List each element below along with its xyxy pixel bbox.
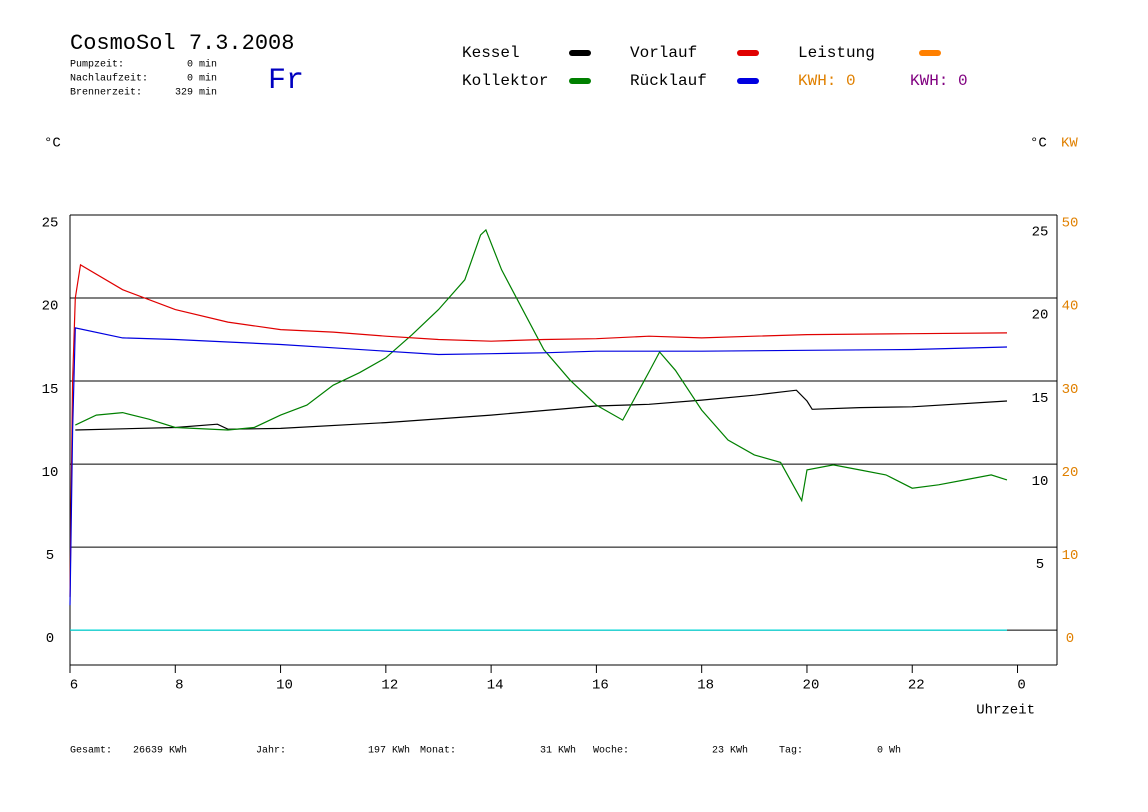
x-tick-label: 16 — [592, 678, 609, 694]
x-tick-label: 18 — [697, 678, 714, 694]
total-label: Woche: — [593, 745, 629, 757]
y3-tick-label: 40 — [1062, 299, 1079, 315]
y2-tick-label: 25 — [1032, 225, 1049, 241]
x-tick-label: 20 — [803, 678, 820, 694]
info-value: 0 min — [187, 73, 217, 85]
total-value: 23 KWh — [712, 745, 748, 757]
total-label: Jahr: — [256, 745, 286, 757]
y3-tick-label: 10 — [1062, 548, 1079, 564]
y2-tick-label: 5 — [1036, 557, 1044, 573]
info-value: 329 min — [175, 87, 217, 99]
info-label: Brennerzeit: — [70, 87, 142, 99]
legend-label: Rücklauf — [630, 72, 707, 90]
legend-label: Vorlauf — [630, 44, 697, 62]
total-value: 31 KWh — [540, 745, 576, 757]
total-label: Monat: — [420, 746, 456, 757]
y3-tick-label: 30 — [1062, 382, 1079, 398]
info-label: Pumpzeit: — [70, 59, 124, 71]
series-line — [69, 327, 1008, 606]
total-value: 0 Wh — [877, 745, 901, 757]
total-value: 197 KWh — [368, 745, 410, 757]
y-tick-label: 5 — [46, 548, 54, 564]
legend-label: Leistung — [798, 44, 875, 62]
kwh-label: KWH: 0 — [910, 72, 968, 90]
series-line — [69, 263, 1008, 597]
y3-tick-label: 50 — [1062, 216, 1079, 232]
info-value: 0 min — [187, 59, 217, 71]
y2-tick-label: 10 — [1032, 474, 1049, 490]
y2-axis-label: °C — [1030, 136, 1047, 152]
y-tick-label: 0 — [46, 631, 54, 647]
x-tick-label: 14 — [487, 678, 504, 694]
x-tick-label: 12 — [381, 678, 398, 694]
kwh-label: KWH: 0 — [798, 72, 856, 90]
x-tick-label: 10 — [276, 678, 293, 694]
total-value: 26639 KWh — [133, 745, 187, 757]
y3-tick-label: 20 — [1062, 465, 1079, 481]
chart-title: CosmoSol 7.3.2008 — [70, 31, 294, 56]
y3-tick-label: 0 — [1066, 631, 1074, 647]
x-tick-label: 8 — [175, 678, 183, 694]
weekday: Fr — [268, 64, 304, 98]
total-label: Tag: — [779, 746, 803, 757]
info-label: Nachlaufzeit: — [70, 73, 148, 85]
x-axis-label: Uhrzeit — [976, 703, 1035, 719]
y2-tick-label: 15 — [1032, 391, 1049, 407]
y-tick-label: 15 — [42, 382, 59, 398]
y-axis-label: °C — [44, 136, 61, 152]
series-line — [75, 389, 1008, 431]
y-tick-label: 10 — [42, 465, 59, 481]
series-line — [75, 228, 1008, 503]
x-tick-label: 0 — [1017, 678, 1025, 694]
y3-axis-label: KW — [1061, 136, 1078, 152]
y-tick-label: 20 — [42, 299, 59, 315]
y-tick-label: 25 — [42, 216, 59, 232]
x-tick-label: 6 — [70, 678, 78, 694]
x-tick-label: 22 — [908, 678, 925, 694]
legend-label: Kessel — [462, 44, 520, 62]
legend-label: Kollektor — [462, 72, 548, 90]
total-label: Gesamt: — [70, 746, 112, 757]
y2-tick-label: 20 — [1032, 308, 1049, 324]
